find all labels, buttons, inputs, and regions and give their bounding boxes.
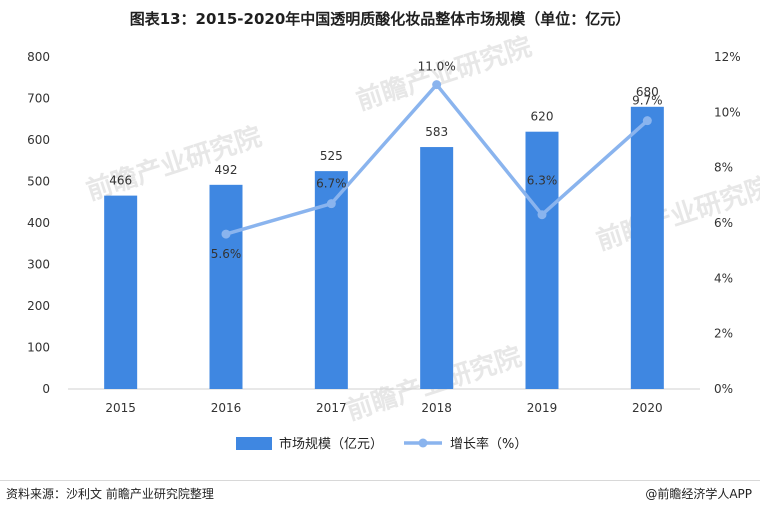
bar-value-label: 620 (531, 110, 554, 124)
legend-swatch-marker (418, 438, 428, 448)
x-tick-label: 2020 (632, 401, 663, 415)
y2-tick-label: 10% (714, 105, 741, 119)
bar-value-label: 583 (425, 125, 448, 139)
x-tick-label: 2018 (421, 401, 452, 415)
y2-tick-label: 6% (714, 216, 733, 230)
y-tick-label: 600 (27, 133, 50, 147)
x-tick-label: 2015 (105, 401, 136, 415)
bar (420, 147, 454, 389)
bar-value-label: 492 (215, 163, 238, 177)
y2-tick-label: 2% (714, 327, 733, 341)
watermark-text: 前瞻产业研究院 (353, 31, 536, 117)
watermark-text: 前瞻产业研究院 (593, 171, 760, 257)
y2-tick-label: 8% (714, 161, 733, 175)
y-tick-label: 700 (27, 92, 50, 106)
y-tick-label: 100 (27, 341, 50, 355)
bar-value-label: 525 (320, 149, 343, 163)
growth-point (221, 229, 231, 239)
bar-value-label: 466 (109, 174, 132, 188)
growth-point (432, 80, 442, 90)
x-tick-label: 2017 (316, 401, 347, 415)
growth-value-label: 9.7% (632, 94, 663, 108)
axis-layer: 0 100 200 300 400 500 600 700 800 0% 2% 4% 6% 8% 10% 12… (27, 50, 741, 415)
growth-value-label: 6.7% (316, 177, 347, 191)
y-tick-label: 200 (27, 299, 50, 313)
y-tick-label: 300 (27, 258, 50, 272)
legend: 市场规模（亿元） 增长率（%） (236, 436, 527, 452)
y-tick-label: 500 (27, 175, 50, 189)
growth-value-label: 11.0% (418, 60, 456, 74)
growth-point (326, 199, 336, 209)
bar (525, 131, 559, 389)
legend-label-bar: 市场规模（亿元） (279, 436, 383, 452)
label-layer: 466 492 525 583 620 680 5.6% 6.7% 11.0% 6.3% 9.7% (109, 60, 662, 261)
brand-credit: @前瞻经济学人APP (645, 487, 752, 501)
bar-value-label: 680 (636, 85, 659, 99)
chart-title: 图表13：2015-2020年中国透明质酸化妆品整体市场规模（单位：亿元） (129, 10, 631, 28)
growth-point (537, 210, 547, 220)
bar (104, 195, 138, 389)
y2-tick-label: 4% (714, 271, 733, 285)
line-layer (221, 80, 652, 239)
x-tick-label: 2016 (211, 401, 242, 415)
growth-value-label: 5.6% (211, 247, 242, 261)
y-tick-label: 400 (27, 216, 50, 230)
x-tick-label: 2019 (527, 401, 558, 415)
combo-chart: 前瞻产业研究院前瞻产业研究院前瞻产业研究院前瞻产业研究院 01002003004… (27, 31, 760, 452)
y2-tick-label: 0% (714, 382, 733, 396)
bar (630, 106, 664, 390)
growth-value-label: 6.3% (527, 174, 558, 188)
legend-swatch-bar (236, 437, 272, 450)
y2-tick-label: 12% (714, 50, 741, 64)
source-note: 资料来源：沙利文 前瞻产业研究院整理 (6, 487, 214, 501)
growth-point (642, 116, 652, 126)
y-tick-label: 0 (42, 382, 50, 396)
bar (209, 184, 243, 389)
footer: 资料来源：沙利文 前瞻产业研究院整理 @前瞻经济学人APP (0, 480, 760, 512)
legend-label-line: 增长率（%） (450, 436, 527, 452)
y-tick-label: 800 (27, 50, 50, 64)
